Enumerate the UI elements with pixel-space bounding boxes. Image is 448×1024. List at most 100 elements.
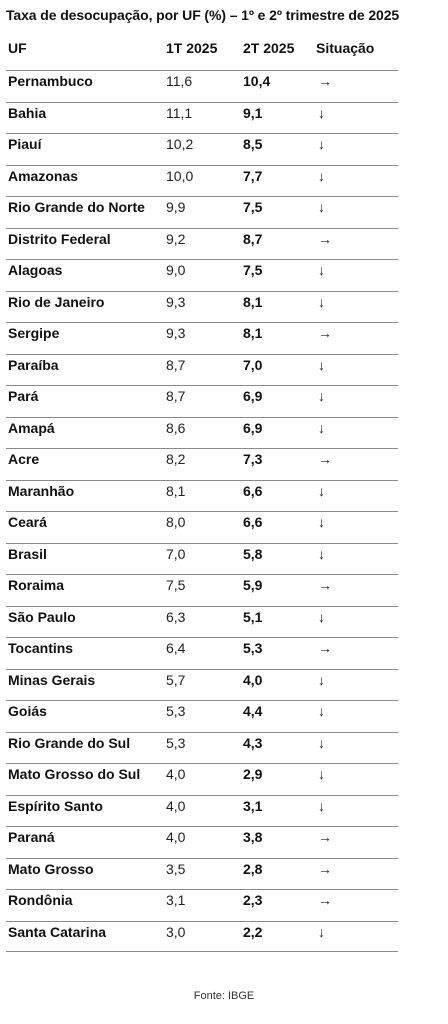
rate-2t-cell: 8,5 [243,136,263,152]
rate-1t-cell: 8,0 [166,514,186,530]
situation-arrow-icon: ↓ [318,293,325,310]
table-title: Taxa de desocupação, por UF (%) – 1º e 2… [6,7,400,23]
situation-arrow-icon: ↓ [318,356,325,373]
rate-2t-cell: 7,0 [243,356,263,373]
rate-1t-cell: 8,2 [166,451,186,467]
rate-1t-cell: 5,3 [166,734,186,751]
table-row: Mato Grosso do Sul 4,0 2,9 ↓ [6,763,398,795]
state-name-cell: Tocantins [8,640,74,656]
rate-1t-cell: 9,0 [166,262,186,278]
rate-2t-cell: 6,9 [243,388,263,404]
situation-arrow-icon: → [318,829,332,845]
state-name-cell: Roraima [8,577,65,593]
state-name-cell: São Paulo [8,608,76,625]
rate-1t-cell: 8,1 [166,482,186,499]
situation-arrow-icon: ↓ [318,766,325,782]
rate-2t-cell: 10,4 [243,73,271,89]
rate-1t-cell: 11,1 [166,104,193,121]
state-name-cell: Rio de Janeiro [8,293,105,310]
rate-2t-cell: 8,7 [243,230,263,247]
rate-1t-cell: 7,0 [166,545,186,562]
table-row: Distrito Federal 9,2 8,7 → [6,227,398,260]
situation-arrow-icon: ↓ [318,734,325,751]
rate-2t-cell: 7,3 [243,451,263,467]
state-name-cell: Mato Grosso [8,860,94,877]
situation-arrow-icon: → [318,892,332,908]
table-row: Goiás 5,3 4,4 ↓ [6,700,398,732]
state-name-cell: Paraíba [8,356,59,373]
table-row: Pernambuco 11,6 10,4 → [6,70,398,102]
state-name-cell: Alagoas [8,262,63,278]
situation-arrow-icon: ↓ [318,545,325,562]
rate-1t-cell: 9,3 [166,325,186,341]
unemployment-table: Pernambuco 11,6 10,4 → Bahia 11,1 9,1 ↓ Piauí 10,… [6,70,398,952]
state-name-cell: Amazonas [8,167,79,184]
table-row: Amazonas 10,0 7,7 ↓ [6,164,398,197]
state-name-cell: Brasil [8,545,47,562]
situation-arrow-icon: → [318,230,332,247]
situation-arrow-icon: ↓ [318,514,325,530]
situation-arrow-icon: ↓ [318,923,325,940]
rate-1t-cell: 9,9 [166,199,186,215]
table-row: Tocantins 6,4 5,3 → [6,637,398,669]
situation-arrow-icon: ↓ [318,703,325,719]
state-name-cell: Espírito Santo [8,797,103,814]
table-row: Ceará 8,0 6,6 ↓ [6,511,398,543]
rate-1t-cell: 10,2 [166,136,194,152]
table-row: Maranhão 8,1 6,6 ↓ [6,479,398,512]
state-name-cell: Goiás [8,703,47,719]
table-row: Rondônia 3,1 2,3 → [6,889,398,921]
rate-2t-cell: 4,4 [243,703,263,719]
rate-1t-cell: 3,1 [166,892,186,908]
state-name-cell: Piauí [8,136,42,152]
situation-arrow-icon: → [318,451,332,467]
state-name-cell: Distrito Federal [8,230,111,247]
situation-arrow-icon: ↓ [318,797,325,814]
situation-arrow-icon: ↓ [318,199,325,215]
table-row: Mato Grosso 3,5 2,8 → [6,857,398,890]
rate-2t-cell: 2,3 [243,892,263,908]
table-row: Pará 8,7 6,9 ↓ [6,385,398,417]
rate-2t-cell: 4,3 [243,734,263,751]
state-name-cell: Rio Grande do Norte [8,199,145,215]
rate-1t-cell: 6,4 [166,640,186,656]
table-row: Rio de Janeiro 9,3 8,1 ↓ [6,290,398,323]
state-name-cell: Rondônia [8,892,73,908]
rate-1t-cell: 4,0 [166,829,186,845]
state-name-cell: Minas Gerais [8,671,96,688]
column-header-1t-2025: 1T 2025 [166,40,218,56]
state-name-cell: Santa Catarina [8,923,107,940]
column-header-situacao: Situação [316,40,375,56]
rate-1t-cell: 8,7 [166,388,186,404]
table-row: Amapá 8,6 6,9 ↓ [6,416,398,449]
rate-2t-cell: 4,0 [243,671,263,688]
rate-1t-cell: 11,6 [166,73,193,89]
table-row: Minas Gerais 5,7 4,0 ↓ [6,668,398,701]
state-name-cell: Bahia [8,104,47,121]
rate-2t-cell: 2,2 [243,923,263,940]
state-name-cell: Paraná [8,829,55,845]
rate-1t-cell: 5,7 [166,671,186,688]
rate-2t-cell: 6,6 [243,482,263,499]
rate-2t-cell: 7,5 [243,262,263,278]
column-header-uf: UF [8,40,27,56]
rate-1t-cell: 4,0 [166,766,186,782]
rate-2t-cell: 7,5 [243,199,263,215]
rate-2t-cell: 8,1 [243,293,263,310]
rate-1t-cell: 8,6 [166,419,186,436]
state-name-cell: Pernambuco [8,73,93,89]
state-name-cell: Ceará [8,514,47,530]
rate-1t-cell: 3,0 [166,923,186,940]
situation-arrow-icon: ↓ [318,104,325,121]
rate-2t-cell: 7,7 [243,167,263,184]
situation-arrow-icon: ↓ [318,482,325,499]
table-row: São Paulo 6,3 5,1 ↓ [6,605,398,638]
state-name-cell: Pará [8,388,39,404]
rate-2t-cell: 5,9 [243,577,263,593]
table-row: Santa Catarina 3,0 2,2 ↓ [6,920,398,952]
situation-arrow-icon: ↓ [318,167,325,184]
table-row: Paraíba 8,7 7,0 ↓ [6,353,398,386]
table-row: Brasil 7,0 5,8 ↓ [6,542,398,575]
rate-1t-cell: 6,3 [166,608,186,625]
table-row: Sergipe 9,3 8,1 → [6,322,398,354]
